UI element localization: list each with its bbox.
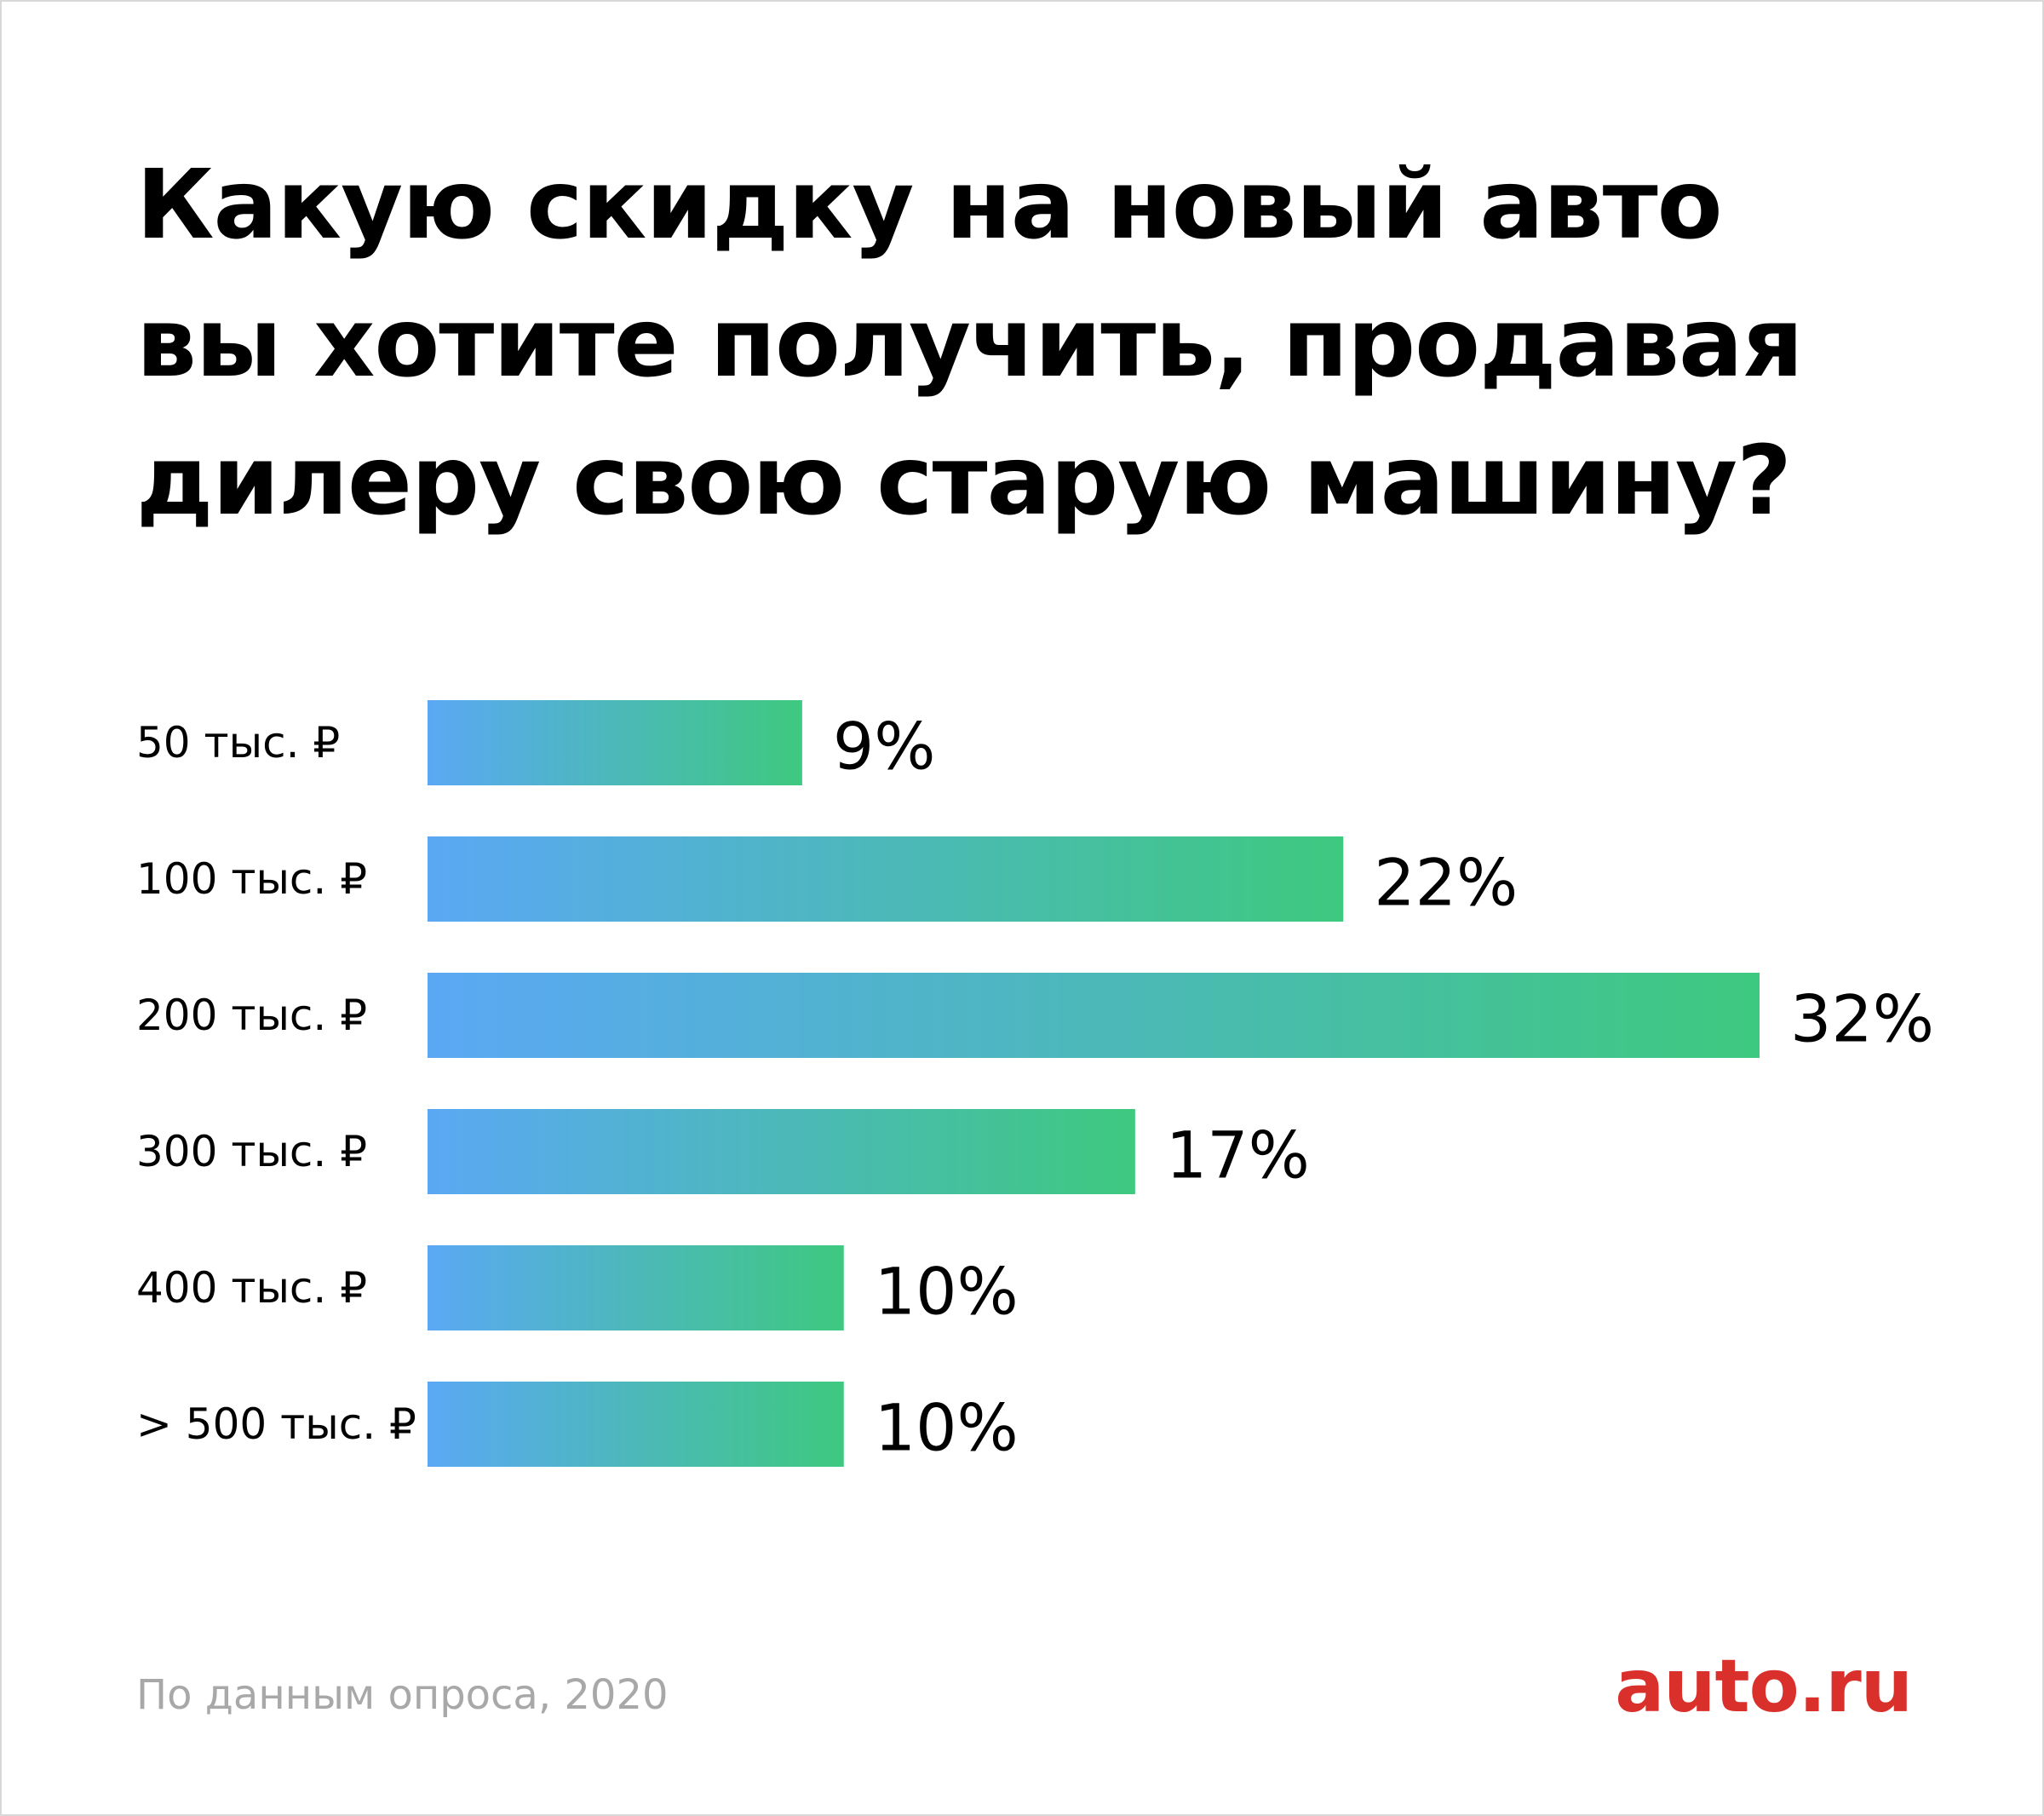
- bar: [428, 836, 1344, 922]
- bar: [428, 1109, 1135, 1194]
- bar: [428, 973, 1760, 1058]
- category-label: 200 тыс. ₽: [136, 991, 367, 1040]
- value-label: 17%: [1166, 1118, 1310, 1193]
- auto-ru-logo[interactable]: auto.ru: [1615, 1644, 1913, 1729]
- chart-title: Какую скидку на новый авто вы хотите пол…: [136, 136, 1925, 550]
- value-label: 10%: [875, 1390, 1019, 1466]
- title-line-2: вы хотите получить, продавая: [136, 288, 1804, 399]
- bar: [428, 1382, 844, 1467]
- value-label: 10%: [875, 1254, 1019, 1330]
- category-label: > 500 тыс. ₽: [136, 1399, 416, 1449]
- title-line-1: Какую скидку на новый авто: [136, 150, 1723, 261]
- title-line-3: дилеру свою старую машину?: [136, 426, 1792, 537]
- category-label: 400 тыс. ₽: [136, 1263, 367, 1313]
- category-label: 100 тыс. ₽: [136, 854, 367, 904]
- bar: [428, 700, 802, 785]
- value-label: 32%: [1790, 981, 1934, 1057]
- source-note: По данным опроса, 2020: [136, 1671, 669, 1719]
- category-label: 50 тыс. ₽: [136, 718, 340, 767]
- bar: [428, 1245, 844, 1330]
- value-label: 9%: [833, 709, 936, 784]
- value-label: 22%: [1374, 845, 1518, 921]
- category-label: 300 тыс. ₽: [136, 1127, 367, 1176]
- bars-layer: 50 тыс. ₽ 9% 100 тыс. ₽ 22% 200 тыс. ₽ 32% 300…: [136, 700, 1934, 1467]
- bar-chart: 50 тыс. ₽ 9% 100 тыс. ₽ 22% 200 тыс. ₽ 32% 300…: [136, 700, 1934, 1467]
